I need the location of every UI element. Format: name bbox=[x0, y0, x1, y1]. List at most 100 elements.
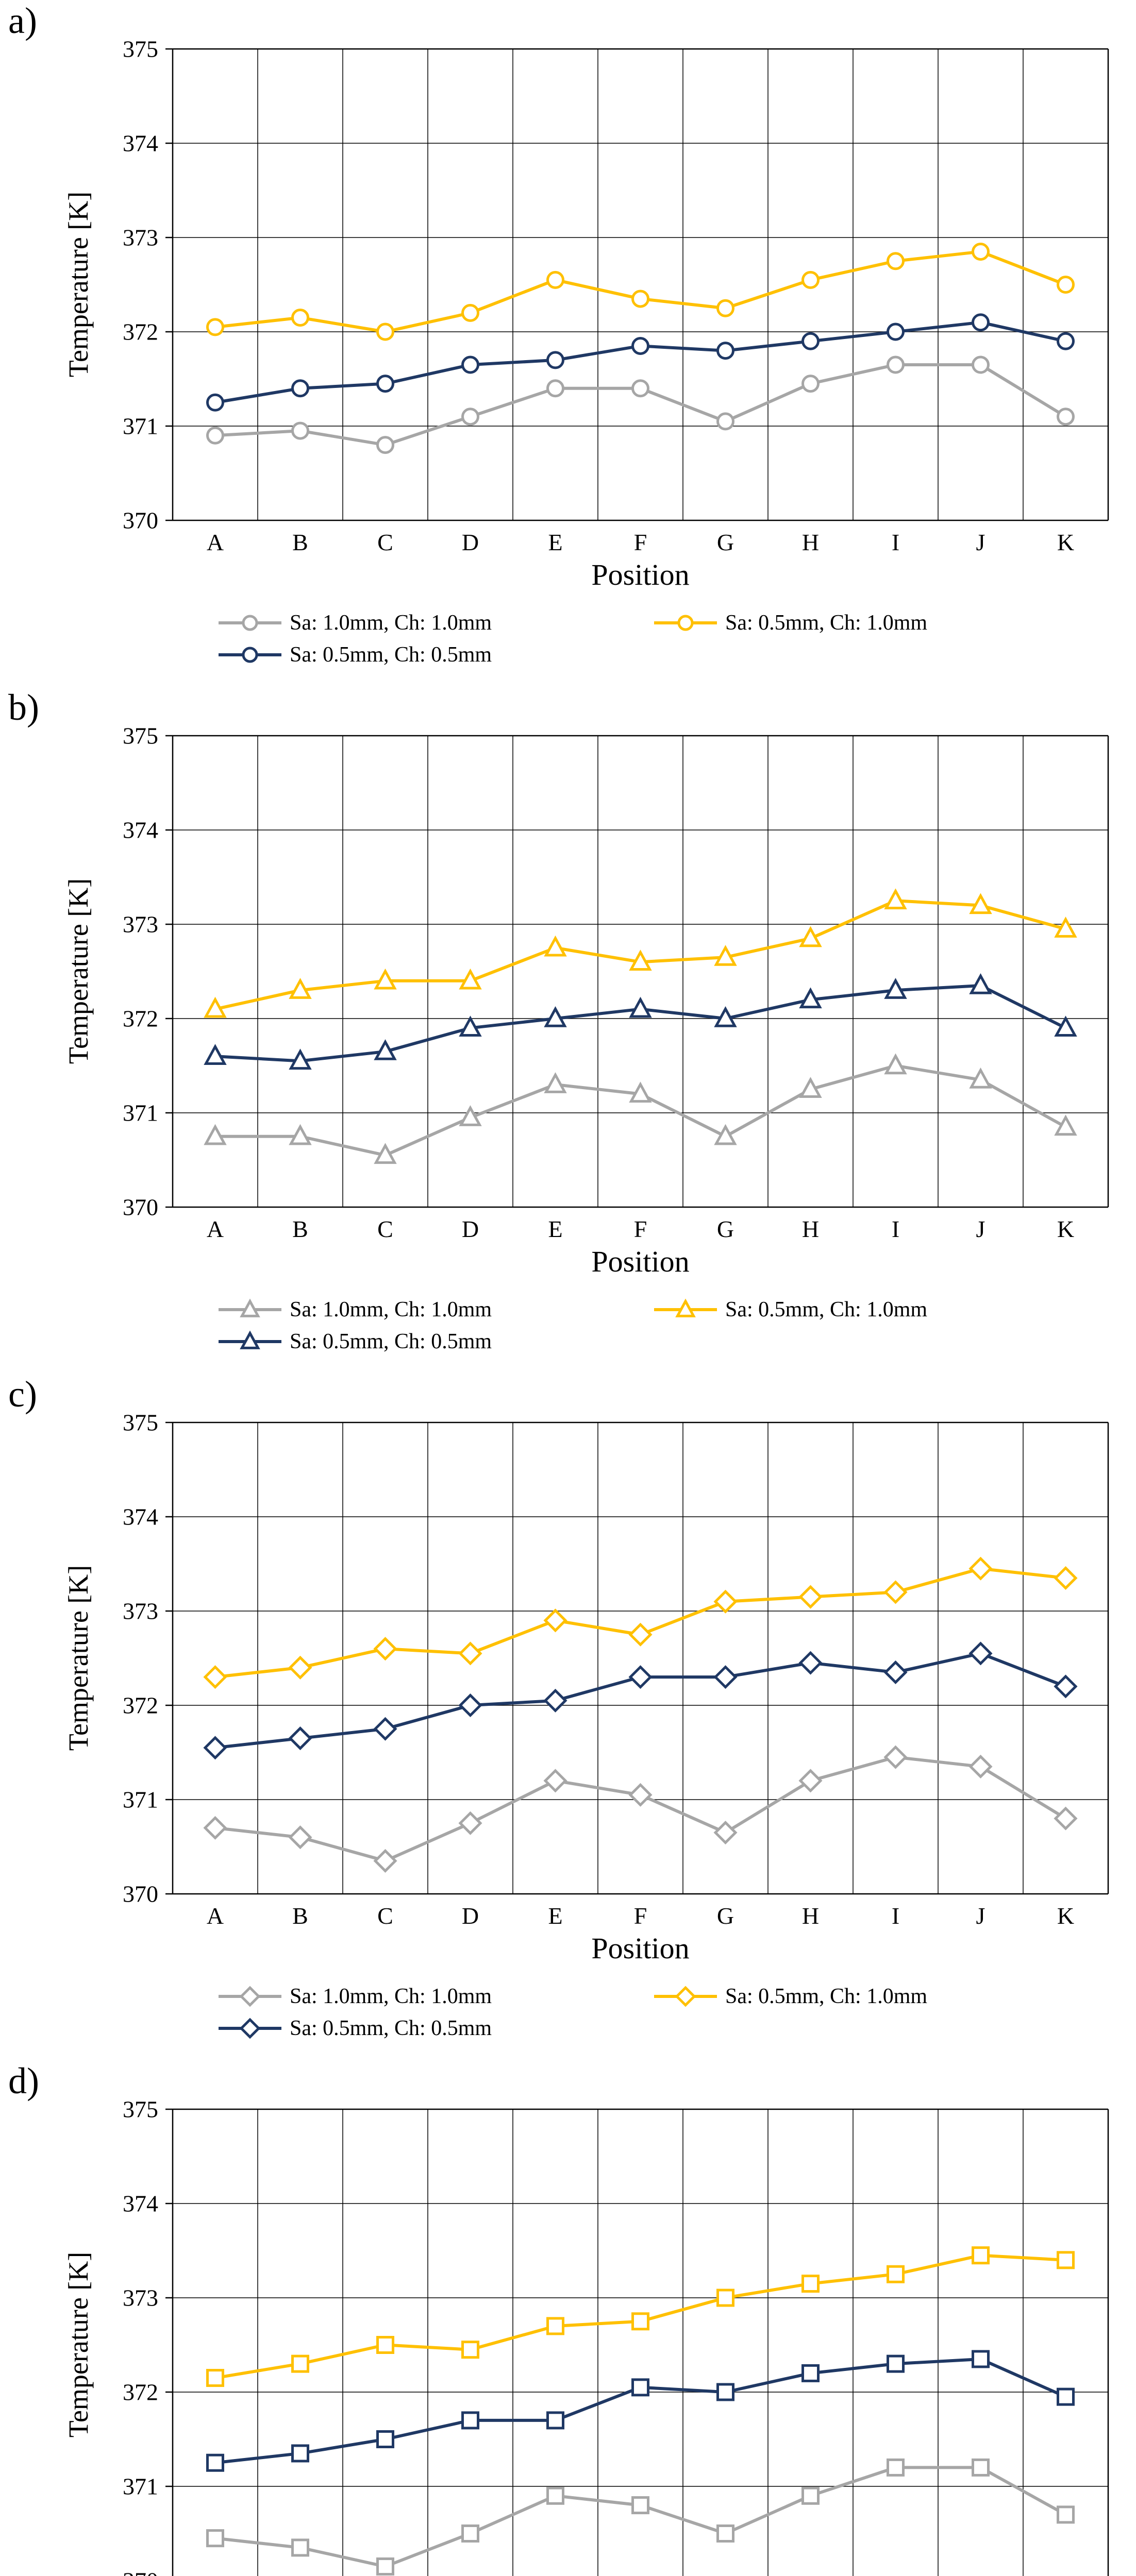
x-tick-label: H bbox=[802, 1216, 819, 1242]
legend-label: Sa: 1.0mm, Ch: 1.0mm bbox=[290, 611, 492, 635]
chart-panel-d: d) Temperature [K] 370371372373374375ABC… bbox=[0, 2060, 1136, 2576]
data-point-marker bbox=[376, 2336, 394, 2354]
data-point-marker bbox=[1057, 408, 1075, 426]
data-point-marker bbox=[631, 379, 649, 398]
legend-entry: Sa: 0.5mm, Ch: 0.5mm bbox=[216, 639, 652, 671]
y-tick-label: 374 bbox=[123, 1504, 158, 1530]
data-point-marker bbox=[376, 2430, 394, 2448]
data-point-marker bbox=[799, 987, 822, 1009]
legend-marker-icon bbox=[219, 647, 281, 663]
legend-entry: Sa: 0.5mm, Ch: 1.0mm bbox=[652, 607, 1088, 639]
x-tick-label: G bbox=[717, 529, 734, 555]
data-point-marker bbox=[801, 270, 820, 289]
data-point-marker bbox=[1057, 276, 1075, 294]
data-point-marker bbox=[887, 355, 905, 374]
legend-entry: Sa: 0.5mm, Ch: 1.0mm bbox=[652, 1980, 1088, 2012]
x-axis-title: Position bbox=[591, 1245, 690, 1278]
legend-row: Sa: 0.5mm, Ch: 0.5mm bbox=[216, 2012, 1136, 2044]
x-axis-title: Position bbox=[591, 558, 690, 591]
data-point-marker bbox=[204, 1044, 227, 1065]
data-point-marker bbox=[969, 893, 992, 914]
data-point-marker bbox=[288, 1825, 312, 1850]
x-tick-label: C bbox=[377, 529, 393, 555]
data-point-marker bbox=[291, 379, 309, 398]
y-tick-label: 371 bbox=[123, 1100, 158, 1126]
y-tick-label: 374 bbox=[123, 130, 158, 157]
x-tick-label: K bbox=[1057, 529, 1074, 555]
data-point-marker bbox=[203, 1816, 227, 1840]
data-point-marker bbox=[206, 393, 224, 412]
data-point-marker bbox=[798, 1769, 823, 1793]
x-tick-label: C bbox=[377, 1216, 393, 1242]
x-tick-label: K bbox=[1057, 1216, 1074, 1242]
y-tick-label: 372 bbox=[123, 1006, 158, 1032]
data-point-marker bbox=[713, 1665, 738, 1689]
data-point-marker bbox=[883, 1660, 908, 1684]
data-point-marker bbox=[240, 1298, 260, 1317]
legend-marker-icon bbox=[654, 1986, 717, 2007]
x-tick-label: I bbox=[892, 1903, 899, 1929]
data-point-marker bbox=[714, 945, 737, 966]
data-point-marker bbox=[206, 426, 224, 445]
x-tick-label: A bbox=[207, 529, 224, 555]
data-point-marker bbox=[459, 1015, 482, 1037]
data-point-marker bbox=[887, 252, 905, 270]
data-point-marker bbox=[544, 1006, 567, 1027]
x-axis-title: Position bbox=[591, 1931, 690, 1965]
data-point-marker bbox=[631, 2378, 649, 2397]
y-tick-label: 372 bbox=[123, 1692, 158, 1719]
y-tick-label: 370 bbox=[123, 1194, 158, 1221]
x-tick-label: I bbox=[892, 1216, 899, 1242]
data-point-marker bbox=[713, 1821, 738, 1845]
y-tick-label: 374 bbox=[123, 817, 158, 843]
data-point-marker bbox=[714, 1006, 737, 1027]
legend-row: Sa: 1.0mm, Ch: 1.0mm Sa: 0.5mm, Ch: 1.0m… bbox=[216, 1980, 1136, 2012]
data-point-marker bbox=[883, 1745, 908, 1769]
data-point-marker bbox=[716, 2383, 734, 2401]
y-tick-label: 370 bbox=[123, 2568, 158, 2576]
y-tick-label: 372 bbox=[123, 319, 158, 345]
x-tick-label: I bbox=[892, 529, 899, 555]
legend-row: Sa: 0.5mm, Ch: 0.5mm bbox=[216, 639, 1136, 671]
data-point-marker bbox=[798, 1585, 823, 1609]
data-point-marker bbox=[543, 1688, 567, 1713]
legend-row: Sa: 1.0mm, Ch: 1.0mm Sa: 0.5mm, Ch: 1.0m… bbox=[216, 607, 1136, 639]
data-point-marker bbox=[543, 1769, 567, 1793]
data-point-marker bbox=[543, 1608, 567, 1633]
data-point-marker bbox=[373, 1637, 397, 1661]
legend-marker-icon bbox=[654, 615, 717, 631]
y-tick-label: 373 bbox=[123, 225, 158, 251]
data-point-marker bbox=[969, 1067, 992, 1089]
data-point-marker bbox=[1057, 2387, 1075, 2406]
data-point-marker bbox=[546, 351, 564, 369]
data-point-marker bbox=[799, 926, 822, 947]
data-point-marker bbox=[461, 2524, 479, 2543]
y-tick-label: 370 bbox=[123, 1881, 158, 1907]
y-tick-label: 370 bbox=[123, 507, 158, 534]
data-point-marker bbox=[675, 1298, 696, 1317]
data-point-marker bbox=[631, 2312, 649, 2331]
legend-label: Sa: 0.5mm, Ch: 0.5mm bbox=[290, 643, 492, 667]
data-point-marker bbox=[544, 1072, 567, 1093]
data-point-marker bbox=[1054, 1674, 1078, 1699]
data-point-marker bbox=[972, 355, 990, 374]
legend: Sa: 1.0mm, Ch: 1.0mm Sa: 0.5mm, Ch: 1.0m… bbox=[216, 1980, 1136, 2044]
x-tick-label: K bbox=[1057, 1903, 1074, 1929]
x-tick-label: H bbox=[802, 1903, 819, 1929]
legend-label: Sa: 0.5mm, Ch: 1.0mm bbox=[725, 1985, 928, 2008]
data-point-marker bbox=[1057, 2251, 1075, 2269]
data-point-marker bbox=[968, 1754, 993, 1778]
data-point-marker bbox=[972, 2458, 990, 2477]
legend-label: Sa: 0.5mm, Ch: 1.0mm bbox=[725, 611, 928, 635]
data-point-marker bbox=[376, 436, 394, 454]
data-point-marker bbox=[1054, 1806, 1078, 1831]
data-point-marker bbox=[376, 323, 394, 341]
data-point-marker bbox=[628, 1665, 653, 1689]
data-point-marker bbox=[887, 2458, 905, 2477]
data-point-marker bbox=[374, 968, 397, 990]
data-point-marker bbox=[461, 408, 479, 426]
data-point-marker bbox=[546, 2411, 564, 2430]
